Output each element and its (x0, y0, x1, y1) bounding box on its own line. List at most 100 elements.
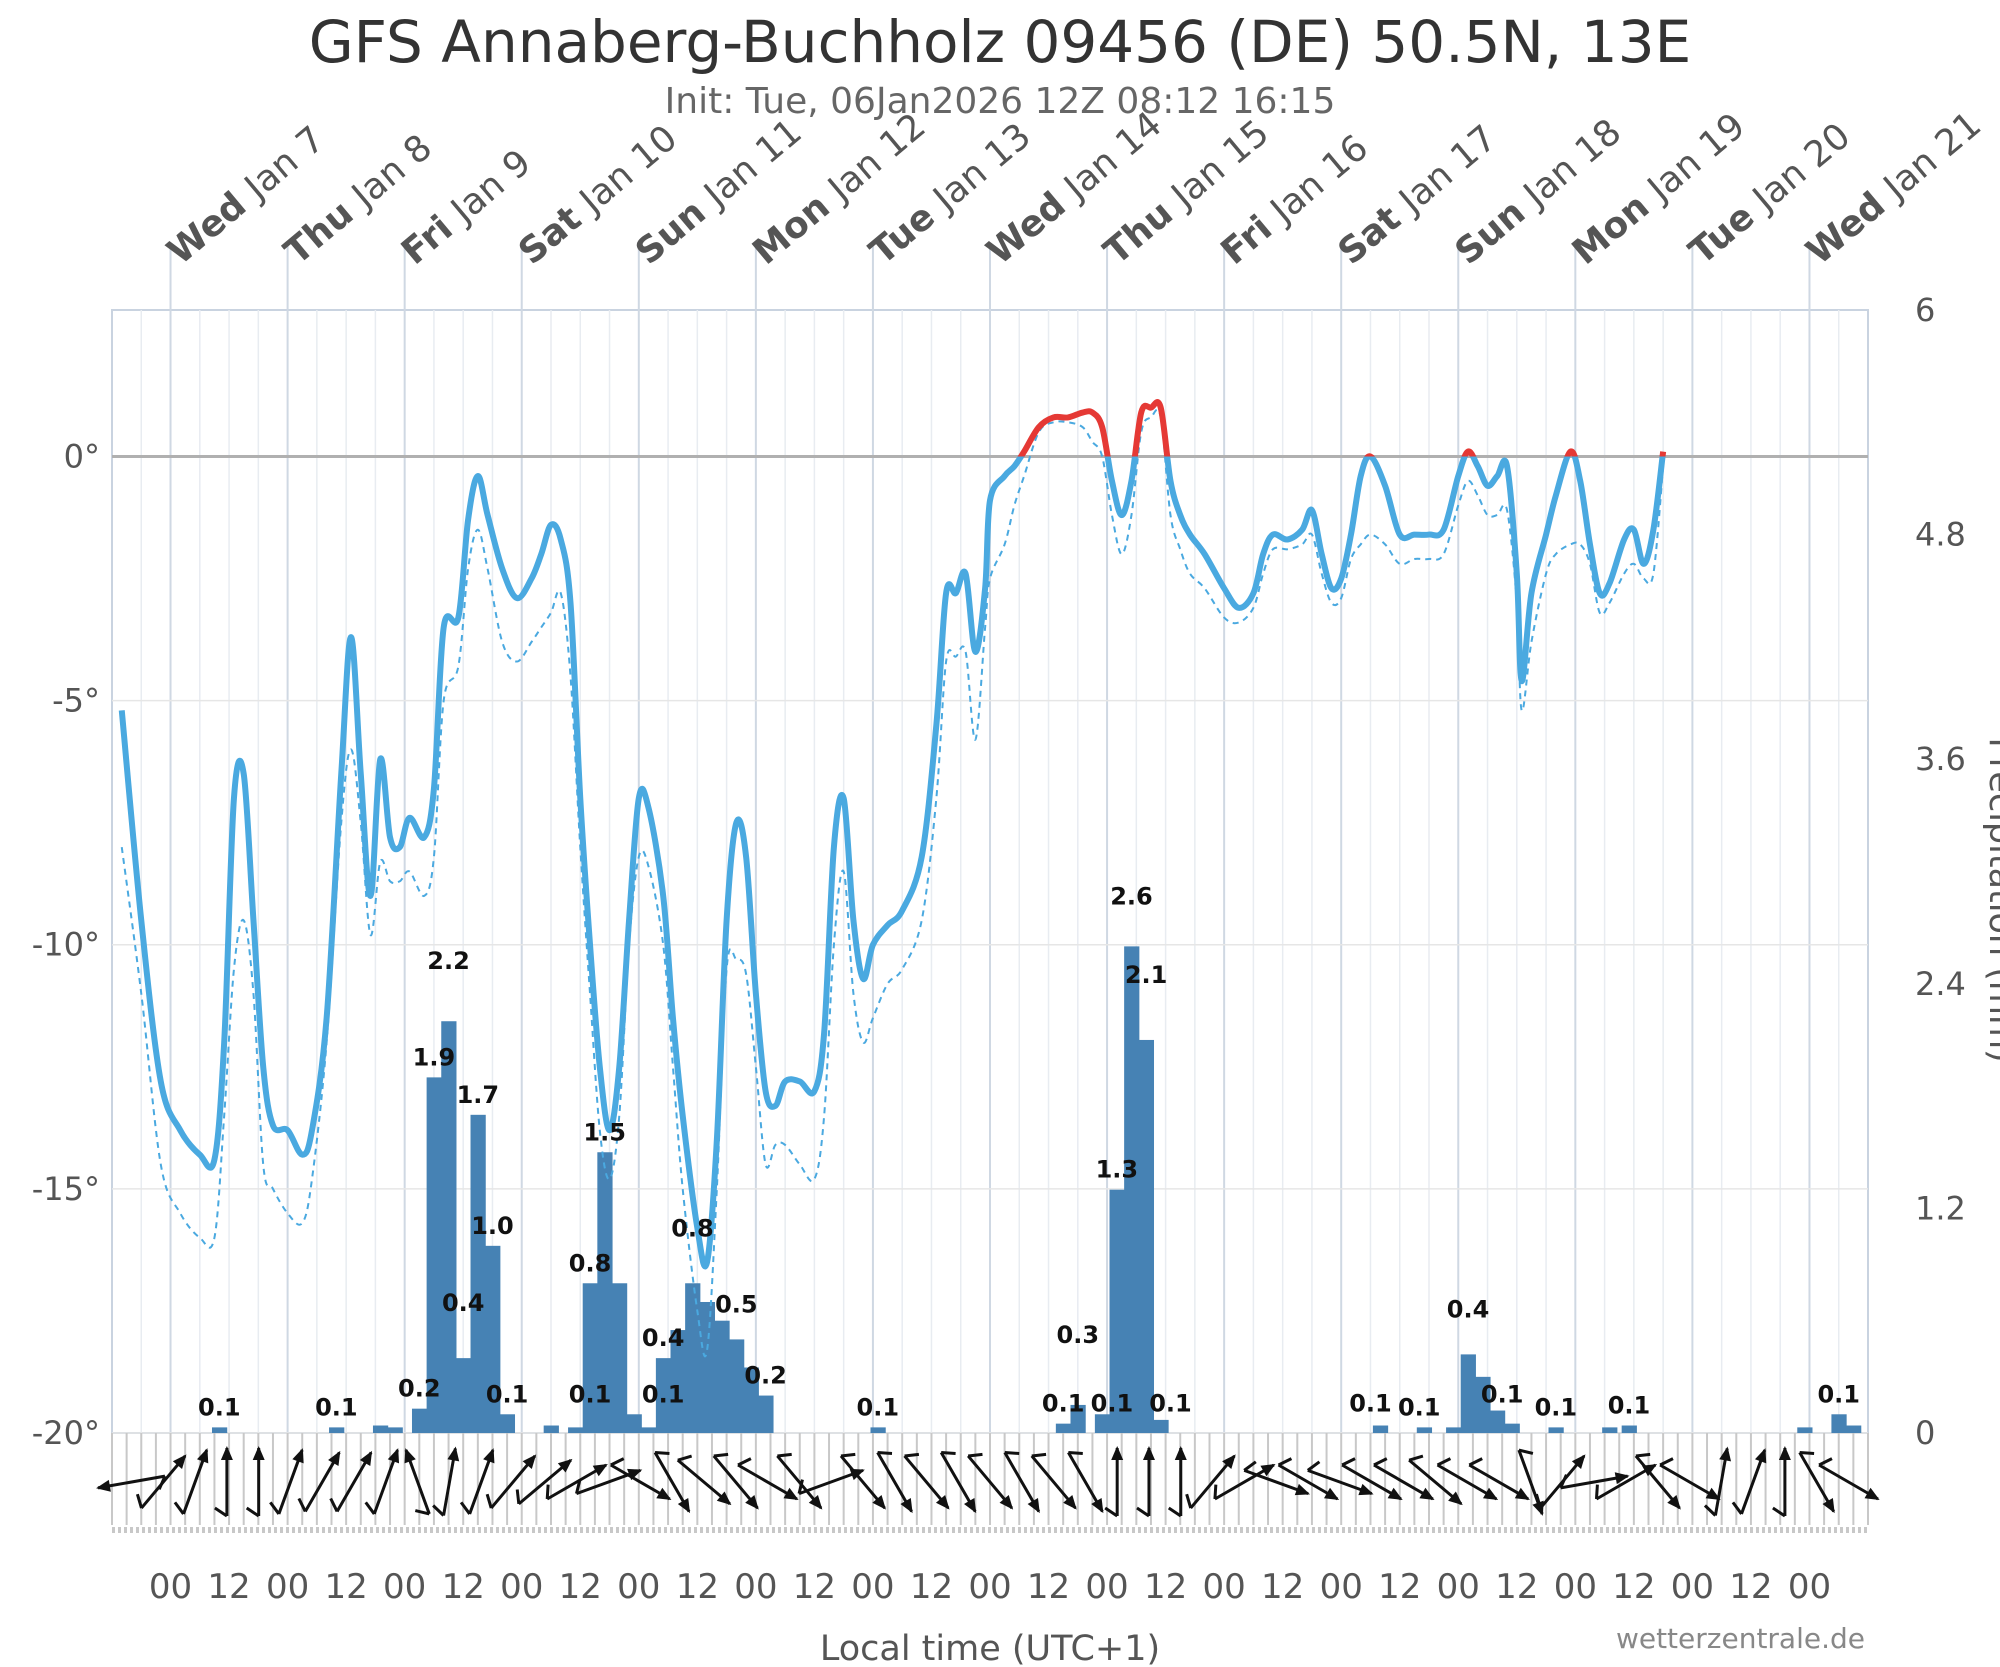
barb-arrow (592, 1464, 608, 1477)
barb-flag (737, 1457, 752, 1467)
wind-barb (214, 1446, 233, 1518)
barb-arrow (808, 1494, 823, 1510)
wind-barb (653, 1451, 691, 1514)
barb-flag (610, 1457, 625, 1467)
x-tick-label: 12 (676, 1567, 719, 1607)
precip-bar (714, 1320, 730, 1433)
barb-flag (1594, 1484, 1599, 1500)
precip-bar (582, 1283, 598, 1433)
barb-arrow (872, 1494, 886, 1510)
precip-bar (870, 1427, 886, 1433)
precip-bar (1070, 1404, 1086, 1433)
wind-barb (515, 1458, 573, 1506)
wind-barb (676, 1454, 732, 1506)
barb-arrow (557, 1458, 573, 1473)
precip-bar (1372, 1425, 1389, 1433)
precip-bar (1504, 1423, 1520, 1433)
barb-flag (1167, 1506, 1182, 1518)
y2-tick-label: 0 (1915, 1414, 1935, 1452)
precip-label: 1.5 (583, 1118, 626, 1146)
precip-bar-labels: 0.1 0.10.21.92.20.41.71.00.10.81.50.10.40… (198, 882, 1860, 1421)
precip-bar (670, 1330, 686, 1433)
barb-arrow (716, 1491, 732, 1506)
x-tick-label: 12 (559, 1567, 602, 1607)
x-tick-label: 00 (1554, 1567, 1597, 1607)
y-tick-label: 0° (64, 437, 100, 475)
barb-arrow (1571, 1454, 1586, 1470)
barb-arrow (387, 1448, 400, 1464)
precip-bar (455, 1358, 472, 1433)
precip-label: 2.6 (1110, 882, 1153, 910)
x-tick-label: 00 (1671, 1567, 1714, 1607)
barb-flag (1772, 1506, 1786, 1518)
x-tick-label: 00 (1788, 1567, 1831, 1607)
barb-flag (941, 1451, 956, 1455)
precip-label: 0.3 (1057, 1321, 1100, 1349)
precip-label: 0.8 (671, 1214, 714, 1242)
barb-flag (1213, 1484, 1218, 1500)
wind-barb (712, 1452, 759, 1510)
wind-barb (1185, 1454, 1236, 1510)
barb-flag (1659, 1457, 1674, 1467)
y-tick-label: -15° (32, 1170, 100, 1208)
precip-bar (1621, 1425, 1637, 1433)
x-tick-label: 12 (1144, 1567, 1187, 1607)
wind-barb (1594, 1463, 1658, 1501)
barb-flag (1818, 1457, 1833, 1467)
x-axis-title: Local time (UTC+1) (820, 1629, 1160, 1667)
y2-tick-label: 2.4 (1915, 965, 1966, 1003)
x-tick-label: 12 (910, 1567, 953, 1607)
dewpoint-line (120, 408, 1665, 1358)
barb-flag (1277, 1457, 1293, 1467)
precip-bar (1548, 1427, 1564, 1433)
wind-barb (1408, 1454, 1463, 1506)
barb-flag (485, 1493, 493, 1509)
precip-label: 0.1 (1398, 1393, 1441, 1421)
barb-arrow (292, 1448, 304, 1464)
barb-arrow (220, 1446, 233, 1460)
precip-bar (568, 1427, 584, 1433)
wind-barb (1104, 1446, 1124, 1518)
x-tick-label: 00 (1203, 1567, 1246, 1607)
barb-flag (777, 1452, 792, 1458)
barb-arrow (483, 1448, 495, 1464)
precip-bar (1138, 1039, 1155, 1433)
wind-barb (939, 1451, 977, 1514)
barb-arrow (1822, 1498, 1835, 1514)
barb-flag (713, 1452, 729, 1458)
precip-label: 0.4 (442, 1289, 485, 1317)
barb-flag (1373, 1457, 1388, 1467)
precip-bar (211, 1427, 228, 1433)
barb-arrow (1448, 1491, 1463, 1506)
y2-tick-label: 1.2 (1915, 1189, 1966, 1227)
precip-label: 0.1 (1042, 1390, 1085, 1418)
barb-arrow (252, 1446, 265, 1460)
precip-bar (758, 1395, 774, 1433)
precip-label: 0.1 (315, 1393, 358, 1421)
barb-arrow (783, 1487, 799, 1500)
precip-bar (1846, 1425, 1862, 1433)
barb-arrow (1387, 1487, 1403, 1500)
precip-bar (426, 1077, 442, 1433)
barb-arrow (656, 1487, 672, 1500)
wind-barb (797, 1468, 865, 1496)
barb-arrow (96, 1479, 111, 1492)
precip-bar (1489, 1410, 1506, 1433)
x-tick-label: 12 (1495, 1567, 1538, 1607)
precip-label: 0.1 (1349, 1390, 1392, 1418)
barb-arrow (1027, 1498, 1040, 1514)
barb-flag (1306, 1460, 1321, 1472)
barb-flag (329, 1497, 339, 1513)
wind-barb (329, 1450, 373, 1513)
barb-arrow (1614, 1472, 1630, 1485)
precip-label: 1.3 (1096, 1156, 1139, 1184)
barb-arrow (1063, 1494, 1077, 1510)
precip-bar (729, 1339, 745, 1433)
barb-flag (840, 1452, 856, 1458)
wind-barb (1703, 1446, 1732, 1517)
wind-barb (1373, 1457, 1435, 1501)
y2-tick-label: 3.6 (1915, 740, 1966, 778)
x-tick-label: 12 (1612, 1567, 1655, 1607)
barb-flag (297, 1497, 307, 1513)
